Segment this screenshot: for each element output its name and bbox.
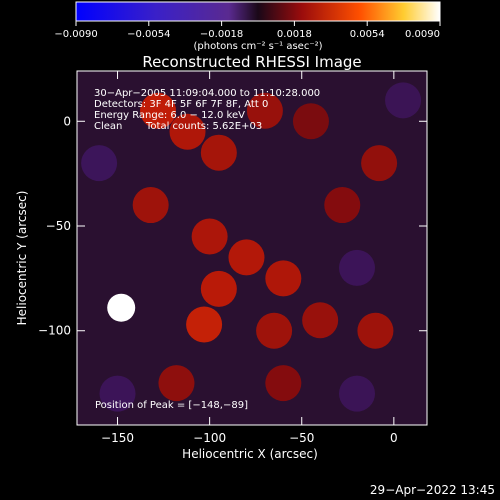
emission-blob — [158, 365, 195, 402]
emission-blob — [256, 312, 293, 349]
emission-blob — [324, 187, 361, 224]
emission-blob — [169, 113, 206, 150]
emission-blob — [186, 306, 223, 343]
colorbar-units-label: (photons cm⁻² s⁻¹ asec⁻²) — [193, 41, 322, 52]
colorbar-tick-label: −0.0018 — [200, 29, 243, 40]
annotation-peak-position: Position of Peak = [−148,−89] — [95, 400, 248, 411]
y-axis-label: Heliocentric Y (arcsec) — [15, 191, 29, 326]
annotation-block: 30−Apr−2005 11:09:04.000 to 11:10:28.000… — [94, 88, 320, 411]
annotation-total-counts: Total counts: 5.62E+03 — [145, 121, 262, 132]
x-tick-label: −150 — [101, 431, 134, 445]
emission-blob — [339, 375, 375, 412]
colorbar-gradient — [75, 1, 441, 22]
emission-blob — [357, 312, 394, 349]
emission-blob — [339, 249, 375, 286]
axis-ticks: −150 −100 −50 0 0 −50 −100 — [38, 71, 427, 445]
annotation-detectors: Detectors: 3F 4F 5F 6F 7F 8F, Att 0 — [94, 99, 268, 110]
colorbar: −0.0090 −0.0054 −0.0018 0.0018 0.0054 0.0090 … — [54, 1, 441, 52]
emission-blob — [132, 187, 169, 224]
emission-blob — [191, 218, 228, 255]
colorbar-ticks: −0.0090 −0.0054 −0.0018 0.0018 0.0054 0.0090 — [54, 21, 441, 40]
x-tick-label: −50 — [289, 431, 314, 445]
x-axis-label: Heliocentric X (arcsec) — [182, 447, 318, 461]
emission-blob — [265, 365, 302, 402]
plot-frame — [76, 70, 428, 426]
emission-blob — [200, 270, 237, 307]
heatmap-image — [81, 82, 422, 412]
y-tick-label: 0 — [63, 114, 71, 128]
emission-blob — [265, 260, 302, 297]
emission-blob — [385, 82, 422, 119]
emission-blob — [200, 134, 237, 171]
colorbar-tick-label: −0.0090 — [54, 29, 97, 40]
emission-blob — [246, 92, 283, 129]
y-tick-label: −100 — [38, 324, 71, 338]
x-tick-label: 0 — [390, 431, 398, 445]
emission-blob — [99, 375, 136, 412]
plot-area: −150 −100 −50 0 0 −50 −100 — [38, 70, 428, 445]
annotation-clean: Clean — [94, 121, 122, 132]
peak-core — [114, 300, 129, 315]
emission-blob — [81, 145, 118, 182]
annotation-energy-range: Energy Range: 6.0 − 12.0 keV — [94, 110, 245, 121]
emission-blob — [302, 302, 339, 339]
emission-blob — [292, 103, 329, 140]
colorbar-tick-label: −0.0054 — [127, 29, 170, 40]
emission-blob — [140, 92, 177, 129]
annotation-time-range: 30−Apr−2005 11:09:04.000 to 11:10:28.000 — [94, 88, 320, 99]
x-tick-label: −100 — [193, 431, 226, 445]
y-tick-label: −50 — [46, 219, 71, 233]
colorbar-tick-label: 0.0054 — [350, 29, 385, 40]
colorbar-tick-label: 0.0090 — [405, 29, 440, 40]
emission-blob — [361, 145, 398, 182]
chart-title: Reconstructed RHESSI Image — [142, 53, 361, 71]
colorbar-tick-label: 0.0018 — [277, 29, 312, 40]
footer-timestamp: 29−Apr−2022 13:45 — [370, 483, 495, 497]
emission-blob — [228, 239, 265, 276]
